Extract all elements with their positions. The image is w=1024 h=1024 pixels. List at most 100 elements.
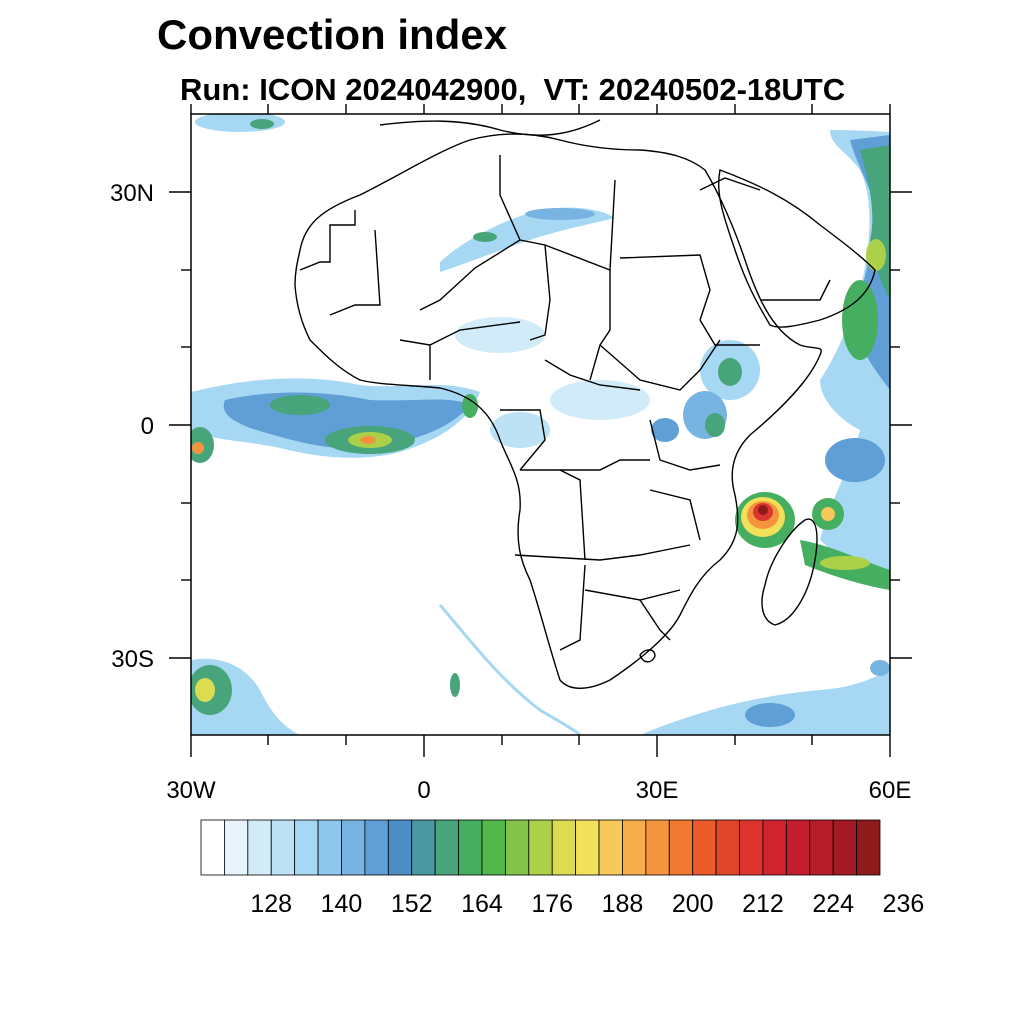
axis-ticks [169,104,912,757]
convection-area [820,556,870,570]
convection-area [550,380,650,420]
mediterranean-coast [379,119,601,136]
country-border [619,254,711,321]
colorbar-swatch [317,819,342,876]
country-border [544,359,641,391]
convection-area [192,442,204,454]
country-border [559,564,586,651]
colorbar-label: 200 [672,890,714,918]
convection-area [450,673,460,697]
convection-area [705,413,725,437]
colorbar-label: 140 [321,890,363,918]
map-title: Convection index [157,11,508,58]
y-tick-label: 30N [110,180,154,207]
colorbar-swatch [224,819,249,876]
convection-area [525,208,595,220]
country-border [699,319,760,346]
x-tick-label: 30W [166,777,216,804]
country-border [649,419,721,471]
convection-area [651,418,679,442]
colorbar-swatch [739,819,764,876]
colorbar-swatch [856,819,881,876]
colorbar-swatch [434,819,459,876]
convection-area [270,395,330,415]
country-border [500,409,546,471]
colorbar-label: 236 [883,890,925,918]
colorbar-swatch [832,819,857,876]
country-border [399,339,431,380]
country-border [649,489,701,541]
colorbar-swatch [598,819,623,876]
country-border [419,155,521,311]
colorbar-swatch [809,819,834,876]
colorbar-swatch [294,819,319,876]
country-border [529,244,551,341]
convection-area [250,119,274,129]
y-tick-label: 30S [111,646,154,673]
country-border [520,459,650,471]
colorbar-label: 152 [391,890,433,918]
country-border [599,339,721,391]
country-border [329,229,381,316]
x-tick-label: 60E [869,777,912,804]
colorbar-swatch [364,819,389,876]
colorbar-swatch [387,819,413,876]
colorbar-swatch [341,819,366,876]
convection-area [360,436,376,444]
madagascar-coastline [761,518,818,626]
country-border [559,469,586,561]
colorbar-swatch [575,819,600,876]
colorbar-swatch [458,819,483,876]
lesotho-border [639,649,656,663]
y-tick-label: 0 [141,413,154,440]
convection-area [842,280,878,360]
colorbar-swatch [785,819,811,876]
colorbar: 128 140 152 164 176 188 200 212 224 236 [200,819,925,918]
country-border [429,321,521,346]
arabia-coastline [717,169,876,328]
colorbar-label: 164 [461,890,503,918]
convection-area [758,505,768,515]
colorbar-swatch [622,819,647,876]
colorbar-swatch [715,819,740,876]
colorbar-swatch [270,819,296,876]
colorbar-swatch [692,819,717,876]
convection-area [866,239,886,271]
x-tick-label: 30E [636,777,679,804]
convection-area [455,317,545,353]
convection-area [490,412,550,448]
convection-area [438,604,582,735]
x-tick-label: 0 [417,777,430,804]
convection-area [195,678,215,702]
colorbar-swatch [200,819,225,876]
colorbar-swatch [411,819,436,876]
country-border [519,179,616,271]
colorbar-label: 212 [742,890,784,918]
country-border [699,177,761,191]
country-border [760,279,831,301]
map-subtitle: Run: ICON 2024042900, VT: 20240502-18UTC [180,72,846,107]
country-border [514,544,691,561]
convection-area [870,660,890,676]
colorbar-label: 128 [250,890,292,918]
country-border [299,210,356,271]
colorbar-swatch [481,819,506,876]
coastlines [294,119,876,689]
colorbar-swatch [504,819,530,876]
colorbar-swatch [668,819,694,876]
colorbar-swatch [762,819,787,876]
convection-area [462,394,478,418]
colorbar-swatch [551,819,577,876]
colorbar-label: 188 [602,890,644,918]
convection-field [191,114,890,735]
colorbar-label: 224 [812,890,854,918]
convection-area [718,358,742,386]
convection-area [745,703,795,727]
convection-area [640,670,890,735]
colorbar-swatch [645,819,670,876]
colorbar-swatch [247,819,272,876]
country-border [589,270,611,381]
convection-area [821,507,835,521]
colorbar-swatch [528,819,553,876]
convection-area [473,232,497,242]
